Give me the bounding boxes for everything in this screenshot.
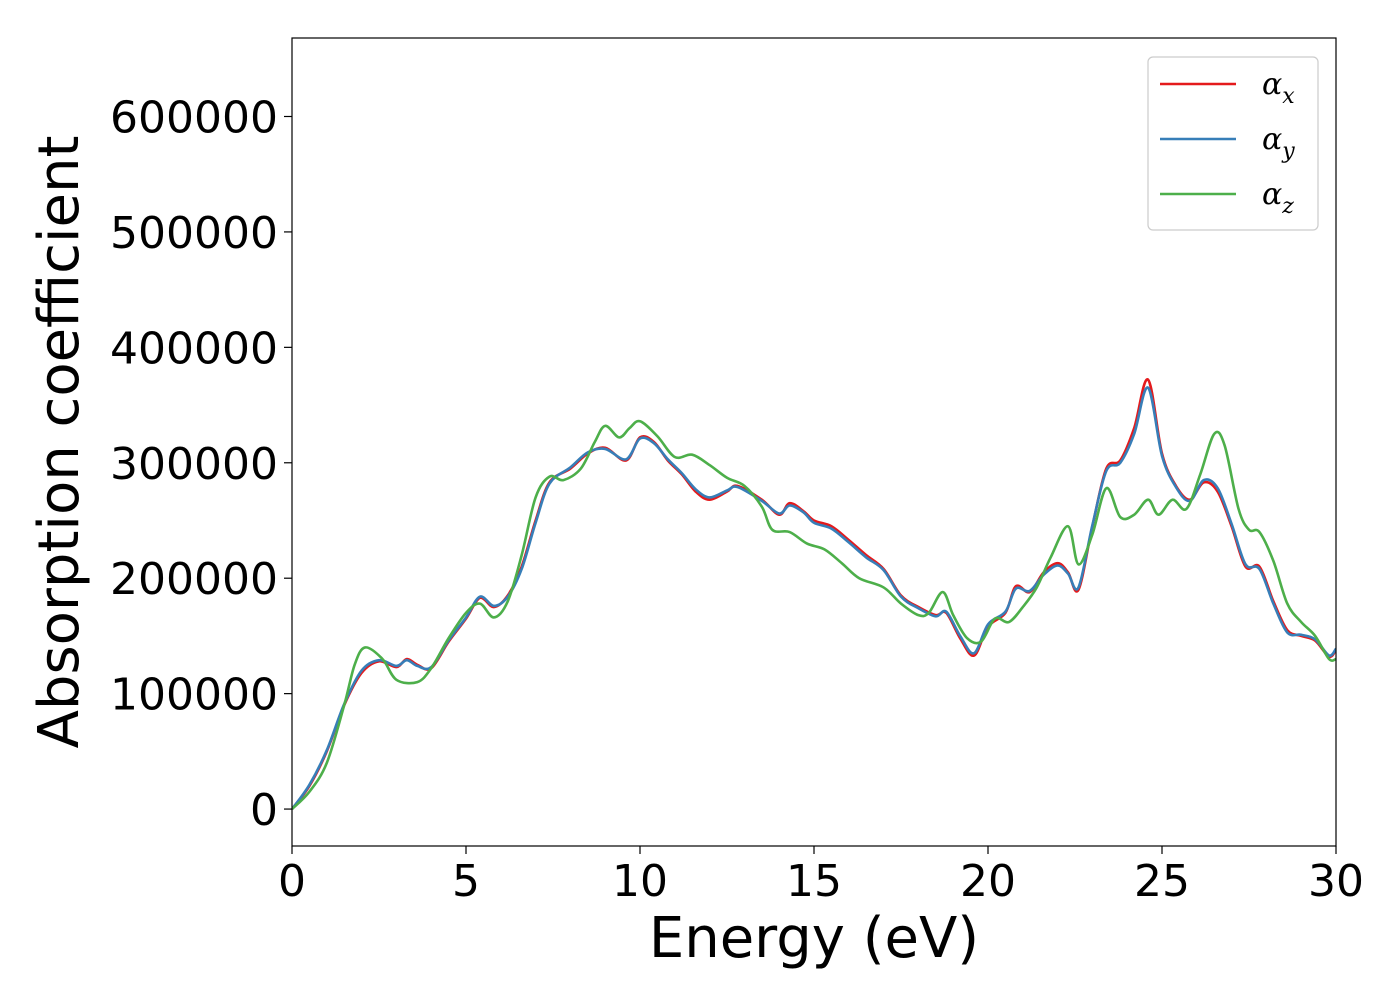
y-axis-ticks: 0 100000 200000 300000 400000 500000 600000 — [110, 92, 292, 836]
legend-subscript: y — [1281, 139, 1295, 164]
x-tick-label: 25 — [1134, 856, 1190, 907]
legend-symbol: α — [1262, 122, 1282, 157]
series-line-y — [292, 386, 1336, 810]
x-axis-title: Energy (eV) — [649, 906, 979, 971]
x-tick-label: 0 — [278, 856, 306, 907]
x-tick-label: 20 — [960, 856, 1016, 907]
y-tick-label: 200000 — [110, 554, 278, 605]
legend-subscript: x — [1282, 84, 1295, 109]
legend-box — [1147, 56, 1319, 231]
x-tick-label: 30 — [1308, 856, 1364, 907]
y-tick-label: 600000 — [110, 92, 278, 143]
x-tick-label: 15 — [786, 856, 842, 907]
y-tick-label: 100000 — [110, 670, 278, 721]
plot-frame — [291, 37, 1337, 847]
legend-symbol: α — [1262, 67, 1282, 102]
series-lines — [292, 378, 1336, 811]
x-tick-label: 10 — [612, 856, 668, 907]
y-tick-label: 0 — [250, 785, 278, 836]
legend-label-z: αz — [1262, 177, 1294, 219]
legend-subscript: z — [1281, 194, 1294, 219]
legend-label-y: αy — [1262, 122, 1295, 164]
y-tick-label: 300000 — [110, 439, 278, 490]
legend-label-x: αx — [1262, 67, 1295, 109]
y-axis-title: Absorption coefficient — [27, 136, 92, 749]
x-axis-ticks: 0 5 10 15 20 25 30 — [278, 846, 1364, 907]
y-tick-label: 400000 — [110, 323, 278, 374]
series-line-z — [292, 419, 1336, 811]
x-tick-label: 5 — [452, 856, 480, 907]
y-tick-label: 500000 — [110, 208, 278, 259]
legend-symbol: α — [1262, 177, 1282, 212]
